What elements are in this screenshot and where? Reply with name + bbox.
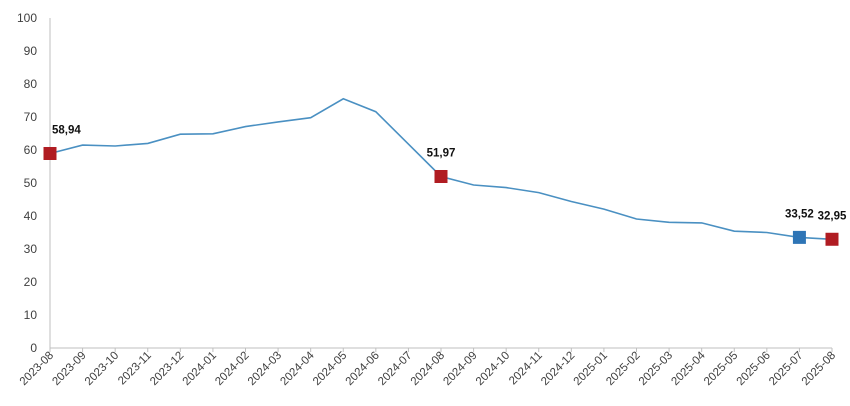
y-tick-label: 0 xyxy=(30,341,37,355)
x-tick-label: 2023-08 xyxy=(18,350,56,388)
y-tick-label: 70 xyxy=(24,110,38,124)
x-tick-label: 2024-01 xyxy=(181,350,219,388)
data-labels: 58,94 51,97 33,52 32,95 xyxy=(52,124,847,222)
highlight-marker xyxy=(792,230,806,244)
x-tick-label: 2023-11 xyxy=(116,350,154,388)
highlight-marker xyxy=(434,169,448,183)
data-label: 58,94 xyxy=(52,124,81,136)
y-tick-label: 10 xyxy=(24,308,38,322)
x-tick-label: 2024-08 xyxy=(409,350,447,388)
y-tick-label: 50 xyxy=(24,176,38,190)
y-tick-label: 20 xyxy=(24,275,38,289)
y-axis-ticks: 0 10 20 30 40 50 60 70 80 90 100 xyxy=(17,11,37,355)
x-tick-label: 2024-04 xyxy=(278,349,317,388)
x-tick-label: 2025-02 xyxy=(604,350,642,388)
x-tick-label: 2024-02 xyxy=(213,350,251,388)
y-tick-label: 60 xyxy=(24,143,38,157)
y-tick-label: 90 xyxy=(24,44,38,58)
x-tick-label: 2024-11 xyxy=(507,350,545,388)
highlight-marker xyxy=(43,146,57,160)
x-tick-label: 2024-10 xyxy=(474,350,512,388)
x-tick-label: 2024-09 xyxy=(441,350,479,388)
x-tick-label: 2025-03 xyxy=(637,350,675,388)
x-tick-label: 2024-12 xyxy=(539,350,577,388)
y-tick-label: 40 xyxy=(24,209,38,223)
x-tick-label: 2024-07 xyxy=(376,350,414,388)
highlight-markers xyxy=(43,146,839,246)
data-label: 51,97 xyxy=(427,147,456,159)
data-label: 32,95 xyxy=(818,210,847,222)
y-tick-label: 100 xyxy=(17,11,37,25)
x-tick-label: 2024-06 xyxy=(344,350,382,388)
x-tick-label: 2024-03 xyxy=(246,350,284,388)
x-tick-label: 2025-01 xyxy=(572,350,610,388)
x-tick-label: 2025-07 xyxy=(767,350,805,388)
x-axis-ticks: 2023-082023-092023-102023-112023-122024-… xyxy=(18,348,838,388)
data-label: 33,52 xyxy=(785,208,814,220)
x-tick-label: 2024-05 xyxy=(311,350,349,388)
x-tick-label: 2023-12 xyxy=(148,350,186,388)
y-tick-label: 30 xyxy=(24,242,38,256)
x-tick-label: 2025-08 xyxy=(800,350,838,388)
x-tick-label: 2025-04 xyxy=(669,349,708,388)
x-tick-label: 2025-05 xyxy=(702,350,740,388)
x-tick-label: 2023-10 xyxy=(83,350,121,388)
x-tick-label: 2023-09 xyxy=(50,350,88,388)
y-tick-label: 80 xyxy=(24,77,38,91)
highlight-marker xyxy=(825,232,839,246)
series-line xyxy=(49,97,833,241)
x-tick-label: 2025-06 xyxy=(735,350,773,388)
